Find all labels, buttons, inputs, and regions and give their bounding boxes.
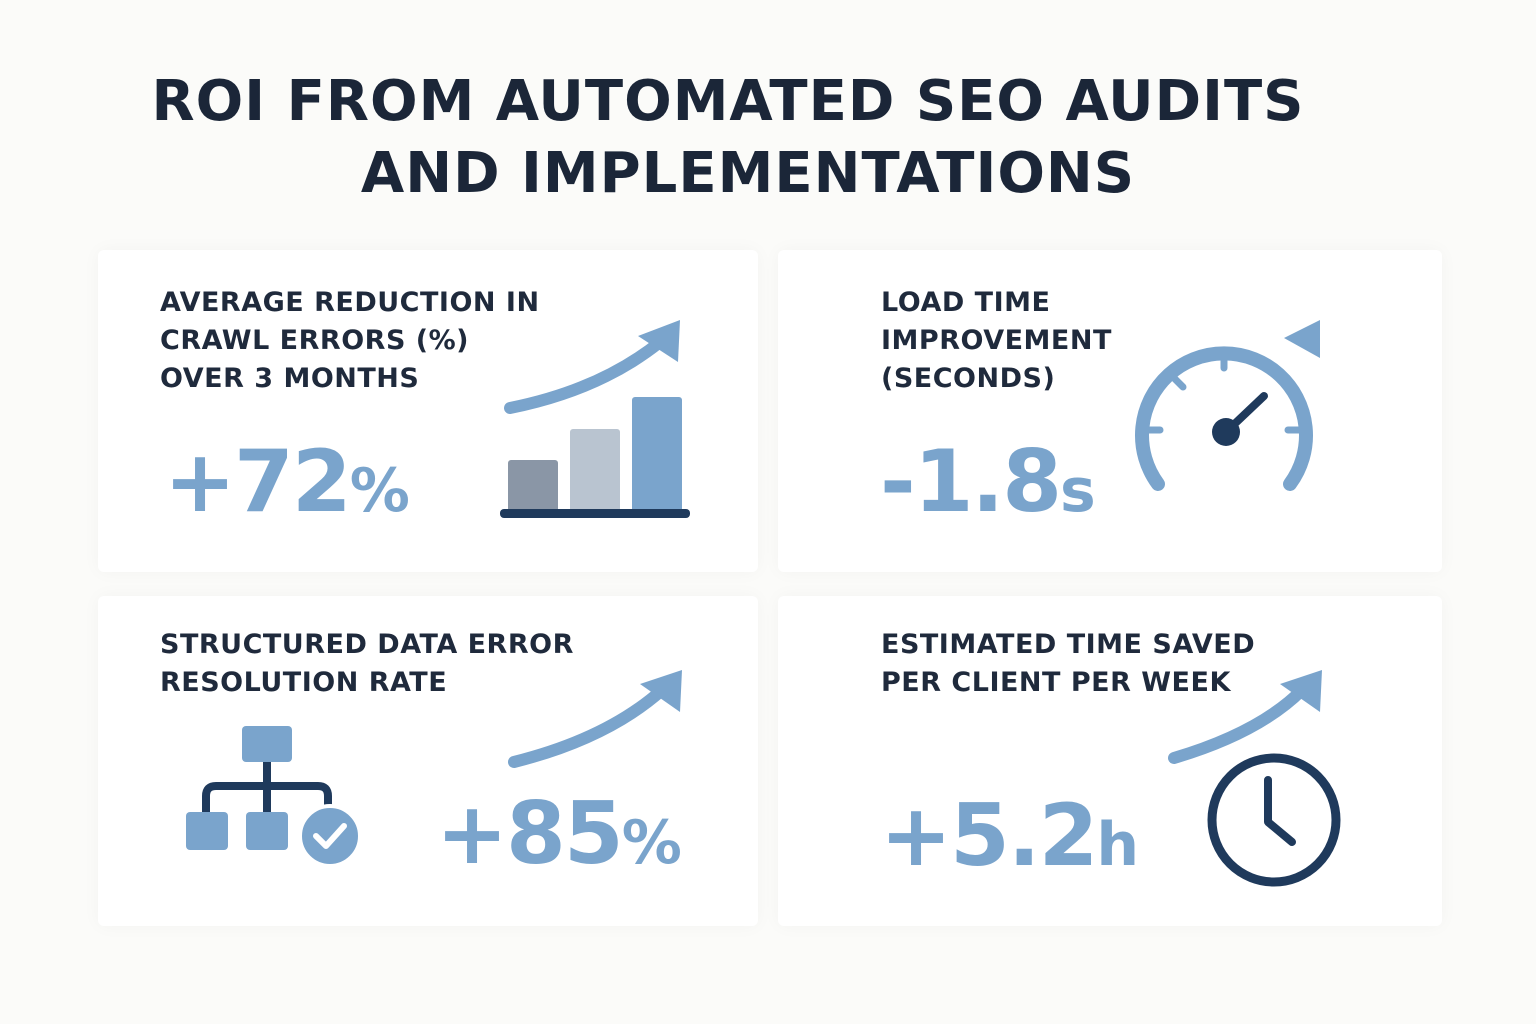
title-line-1: ROI FROM AUTOMATED SEO AUDITS (151, 69, 1305, 134)
crawl-errors-value: +72% (164, 432, 410, 532)
structured-data-value: +85% (436, 784, 682, 884)
bar-tall (632, 397, 682, 512)
time-saved-card: ESTIMATED TIME SAVED PER CLIENT PER WEEK… (778, 596, 1442, 926)
check-badge (298, 804, 362, 868)
structured-data-label: STRUCTURED DATA ERROR RESOLUTION RATE (160, 629, 574, 698)
time-saved-value: +5.2h (880, 786, 1140, 886)
rising-arrow-head (638, 320, 680, 362)
sitemap-check-icon (186, 726, 362, 868)
load-time-label: LOAD TIME IMPROVEMENT (SECONDS) (881, 287, 1112, 394)
crawl-errors-label: AVERAGE REDUCTION IN CRAWL ERRORS (%) OV… (160, 287, 540, 394)
sitemap-child-node (246, 812, 288, 850)
rising-arrow-shaft (504, 336, 666, 414)
sitemap-child-node (186, 812, 228, 850)
clock-hands (1264, 776, 1296, 846)
rising-arrow-icon (508, 670, 682, 768)
clock-icon (1207, 753, 1341, 887)
gauge-pointer (1284, 320, 1320, 358)
speedometer-icon (1135, 320, 1320, 491)
crawl-errors-card: AVERAGE REDUCTION IN CRAWL ERRORS (%) OV… (98, 250, 758, 572)
load-time-card: LOAD TIME IMPROVEMENT (SECONDS) -1.8s (778, 250, 1442, 572)
chart-baseline (500, 509, 690, 518)
infographic-title: ROI FROM AUTOMATED SEO AUDITS AND IMPLEM… (0, 66, 1456, 210)
bar-medium (570, 429, 620, 512)
load-time-value: -1.8s (880, 432, 1096, 532)
structured-data-card: STRUCTURED DATA ERROR RESOLUTION RATE +8… (98, 596, 758, 926)
time-saved-label: ESTIMATED TIME SAVED PER CLIENT PER WEEK (881, 629, 1256, 698)
sitemap-root-node (242, 726, 292, 762)
title-line-2: AND IMPLEMENTATIONS (360, 141, 1136, 206)
rising-arrow-icon (1168, 670, 1322, 764)
check-mark (313, 823, 347, 849)
bar-short (508, 460, 558, 512)
gauge-hub (1212, 418, 1240, 446)
bar-chart-rising-arrow-icon (500, 320, 690, 518)
clock-face (1207, 753, 1341, 887)
